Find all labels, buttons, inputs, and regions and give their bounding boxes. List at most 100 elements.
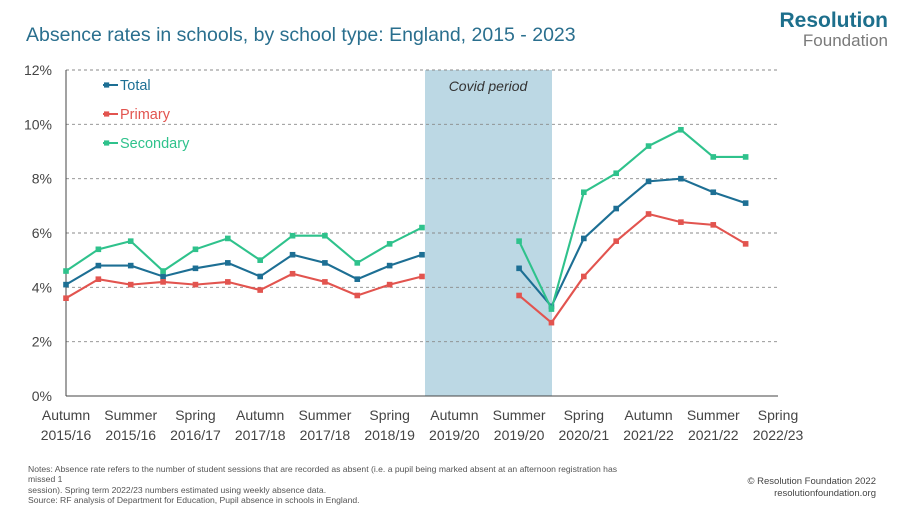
data-point-total bbox=[225, 260, 231, 266]
series-line-total bbox=[65, 253, 423, 286]
data-point-total bbox=[63, 281, 69, 288]
data-point-primary bbox=[710, 222, 717, 228]
data-point-secondary bbox=[322, 232, 328, 239]
x-tick-label: 2019/20 bbox=[429, 427, 480, 443]
data-point-primary bbox=[257, 287, 263, 293]
credit: © Resolution Foundation 2022 resolutionf… bbox=[748, 476, 876, 500]
data-point-primary bbox=[742, 241, 749, 247]
data-point-secondary bbox=[225, 235, 231, 242]
data-point-total bbox=[581, 235, 587, 242]
series-line-secondary bbox=[518, 128, 746, 313]
y-tick-label: 12% bbox=[24, 62, 52, 78]
legend-label: Primary bbox=[120, 107, 171, 123]
series-line-secondary bbox=[65, 226, 423, 273]
x-tick-label: 2021/22 bbox=[688, 427, 739, 443]
legend-label: Total bbox=[120, 78, 151, 94]
data-point-primary bbox=[548, 319, 555, 326]
y-tick-label: 2% bbox=[32, 334, 52, 350]
data-point-total bbox=[354, 276, 361, 282]
x-tick-label: Summer bbox=[687, 407, 740, 423]
website-text: resolutionfoundation.org bbox=[774, 488, 876, 500]
notes-line-2: session). Spring term 2022/23 numbers es… bbox=[28, 484, 327, 495]
x-tick-label: 2021/22 bbox=[623, 427, 674, 443]
data-point-secondary bbox=[95, 246, 102, 253]
chart-notes: Notes: Absence rate refers to the number… bbox=[28, 464, 628, 506]
series-line-primary bbox=[65, 272, 423, 300]
x-tick-label: Spring bbox=[175, 407, 215, 423]
notes-line-1: Notes: Absence rate refers to the number… bbox=[28, 464, 618, 485]
data-point-total bbox=[127, 262, 134, 269]
data-point-total bbox=[710, 189, 717, 196]
data-point-secondary bbox=[548, 306, 555, 312]
data-point-secondary bbox=[581, 189, 587, 196]
data-point-secondary bbox=[419, 224, 425, 231]
data-point-total bbox=[386, 262, 393, 269]
legend-marker bbox=[104, 111, 110, 117]
x-tick-label: 2017/18 bbox=[235, 427, 286, 443]
data-point-secondary bbox=[63, 268, 69, 274]
data-point-total bbox=[742, 200, 749, 206]
x-tick-label: Autumn bbox=[430, 407, 478, 423]
y-tick-label: 4% bbox=[32, 279, 52, 295]
x-tick-label: 2015/16 bbox=[105, 427, 156, 443]
x-tick-label: Summer bbox=[104, 407, 157, 423]
y-tick-label: 6% bbox=[32, 225, 52, 241]
data-point-primary bbox=[645, 211, 652, 217]
data-point-total bbox=[419, 251, 425, 258]
legend-label: Secondary bbox=[120, 136, 190, 152]
legend-marker bbox=[104, 140, 110, 146]
x-tick-label: Autumn bbox=[624, 407, 672, 423]
series-line-primary bbox=[518, 212, 747, 325]
data-point-secondary bbox=[516, 238, 522, 244]
x-tick-label: Spring bbox=[369, 407, 409, 423]
data-point-total bbox=[645, 178, 652, 185]
logo-line-2: Foundation bbox=[802, 31, 888, 50]
x-tick-label: Summer bbox=[298, 407, 351, 423]
copyright-text: © Resolution Foundation 2022 bbox=[747, 476, 876, 487]
data-point-primary bbox=[581, 273, 587, 280]
data-point-secondary bbox=[678, 126, 684, 133]
x-tick-label: 2017/18 bbox=[300, 427, 351, 443]
x-tick-label: 2016/17 bbox=[170, 427, 221, 443]
data-point-total bbox=[322, 260, 328, 266]
x-tick-label: Autumn bbox=[236, 407, 284, 423]
data-point-primary bbox=[386, 281, 393, 288]
data-point-primary bbox=[63, 295, 69, 301]
x-tick-label: 2019/20 bbox=[494, 427, 545, 443]
data-point-primary bbox=[289, 270, 296, 277]
data-point-secondary bbox=[354, 260, 361, 266]
data-point-secondary bbox=[257, 257, 263, 263]
data-point-total bbox=[160, 273, 166, 280]
x-tick-label: 2022/23 bbox=[753, 427, 804, 443]
data-point-secondary bbox=[710, 154, 717, 160]
legend-marker bbox=[104, 82, 110, 88]
x-tick-label: 2020/21 bbox=[559, 427, 610, 443]
data-point-primary bbox=[95, 276, 102, 282]
logo-line-1: Resolution bbox=[779, 9, 889, 32]
y-tick-label: 0% bbox=[32, 388, 52, 404]
data-point-secondary bbox=[192, 246, 199, 253]
x-tick-label: Autumn bbox=[42, 407, 90, 423]
chart-title: Absence rates in schools, by school type… bbox=[26, 24, 576, 46]
data-point-primary bbox=[127, 281, 134, 288]
x-tick-label: Spring bbox=[564, 407, 604, 423]
data-point-secondary bbox=[127, 238, 134, 244]
data-point-secondary bbox=[386, 241, 393, 247]
data-point-primary bbox=[192, 281, 199, 288]
series-line-total bbox=[518, 177, 746, 309]
data-point-primary bbox=[225, 279, 231, 285]
x-tick-label: 2018/19 bbox=[364, 427, 415, 443]
data-point-primary bbox=[354, 292, 361, 299]
y-tick-label: 10% bbox=[24, 116, 52, 132]
notes-line-3: Source: RF analysis of Department for Ed… bbox=[28, 495, 360, 506]
data-point-total bbox=[192, 265, 199, 272]
data-point-secondary bbox=[742, 154, 749, 160]
data-point-total bbox=[516, 265, 522, 272]
data-point-total bbox=[257, 273, 263, 280]
x-tick-label: Spring bbox=[758, 407, 798, 423]
data-point-secondary bbox=[645, 143, 652, 149]
data-point-primary bbox=[322, 279, 328, 285]
covid-period-label: Covid period bbox=[449, 78, 529, 94]
